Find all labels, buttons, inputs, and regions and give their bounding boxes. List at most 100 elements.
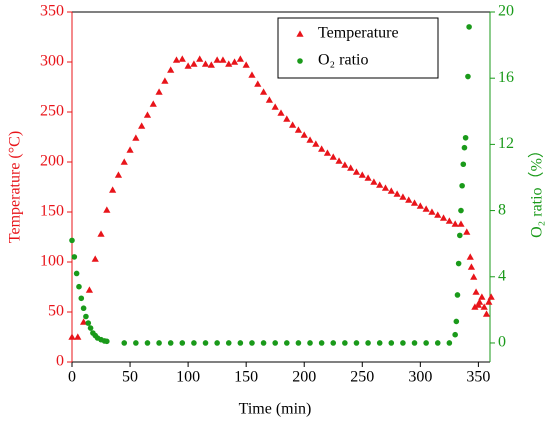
circle-marker <box>71 254 78 260</box>
circle-marker <box>465 73 471 80</box>
triangle-marker <box>167 66 175 73</box>
circle-marker <box>272 340 278 346</box>
circle-marker <box>307 340 313 346</box>
circle-marker <box>237 340 244 346</box>
circle-marker <box>457 232 463 239</box>
triangle-marker <box>422 205 430 212</box>
triangle-marker <box>364 174 372 181</box>
circle-marker <box>249 340 255 346</box>
circle-marker <box>260 340 267 346</box>
triangle-marker <box>475 298 484 305</box>
circle-marker <box>459 182 465 189</box>
circle-marker <box>454 292 461 298</box>
circle-marker <box>400 340 406 346</box>
triangle-marker <box>439 214 448 221</box>
x-tick-label: 100 <box>176 369 200 386</box>
triangle-marker <box>178 55 186 62</box>
triangle-marker <box>466 253 474 260</box>
triangle-marker <box>74 333 82 340</box>
triangle-marker <box>259 88 268 95</box>
y2-tick-label: 16 <box>498 69 514 86</box>
circle-marker <box>179 340 186 346</box>
triangle-marker <box>434 211 442 218</box>
triangle-marker <box>445 217 453 224</box>
triangle-marker <box>184 62 192 69</box>
triangle-marker <box>467 263 476 270</box>
triangle-marker <box>277 109 285 116</box>
y-tick-label: 0 <box>56 353 64 370</box>
circle-marker <box>167 340 174 346</box>
circle-marker <box>318 340 325 346</box>
y2-tick-label: 20 <box>498 3 514 20</box>
circle-marker <box>411 340 418 346</box>
circle-marker <box>225 340 232 346</box>
triangle-marker <box>296 30 304 37</box>
y-tick-label: 150 <box>40 203 64 220</box>
triangle-marker <box>242 61 250 68</box>
triangle-marker <box>457 220 465 227</box>
triangle-marker <box>190 60 198 67</box>
circle-marker <box>156 340 162 346</box>
y2-tick-label: 12 <box>498 135 514 152</box>
triangle-marker <box>478 293 486 300</box>
circle-marker <box>365 340 371 346</box>
legend-label: Temperature <box>318 25 399 42</box>
triangle-marker <box>487 293 495 300</box>
triangle-marker <box>387 187 395 194</box>
triangle-marker <box>219 56 227 63</box>
triangle-marker <box>347 164 355 171</box>
y2-axis-label: O₂ ratio（%） <box>528 142 546 238</box>
x-tick-label: 300 <box>408 369 432 386</box>
triangle-marker <box>236 55 244 62</box>
circle-marker <box>69 237 75 244</box>
circle-marker <box>73 270 80 277</box>
triangle-marker <box>80 318 88 325</box>
x-tick-label: 200 <box>292 369 316 386</box>
triangle-marker <box>91 255 99 262</box>
circle-marker <box>295 340 302 346</box>
y-tick-label: 100 <box>40 253 64 270</box>
triangle-marker <box>213 56 221 63</box>
triangle-marker <box>230 58 239 65</box>
triangle-marker <box>482 310 491 317</box>
circle-marker <box>455 260 462 267</box>
triangle-marker <box>155 88 163 95</box>
triangle-marker <box>341 161 349 168</box>
triangle-marker <box>294 126 303 133</box>
triangle-marker <box>381 184 390 191</box>
triangle-marker <box>85 286 94 293</box>
triangle-marker <box>254 80 262 87</box>
circle-marker <box>461 144 468 151</box>
triangle-marker <box>312 140 320 147</box>
triangle-marker <box>358 171 366 178</box>
triangle-marker <box>352 168 361 175</box>
triangle-marker <box>329 153 337 160</box>
triangle-marker <box>225 60 233 67</box>
triangle-marker <box>335 157 343 164</box>
circle-marker <box>458 207 464 214</box>
circle-marker <box>297 58 303 64</box>
circle-marker <box>452 331 458 338</box>
x-tick-label: 250 <box>350 369 374 386</box>
triangle-marker <box>114 171 123 178</box>
triangle-marker <box>68 333 76 340</box>
y2-tick-label: 8 <box>498 201 506 218</box>
circle-marker <box>462 134 469 141</box>
y-tick-label: 350 <box>40 3 64 20</box>
triangle-marker <box>416 202 424 209</box>
triangle-marker <box>300 131 308 138</box>
triangle-marker <box>161 77 169 84</box>
triangle-marker <box>323 149 332 156</box>
circle-marker <box>446 340 453 346</box>
triangle-marker <box>428 208 436 215</box>
x-tick-label: 350 <box>466 369 490 386</box>
x-tick-label: 50 <box>122 369 138 386</box>
circle-marker <box>342 340 348 346</box>
triangle-marker <box>248 71 256 78</box>
triangle-marker <box>410 199 419 206</box>
circle-marker <box>80 305 87 312</box>
circle-marker <box>191 340 197 346</box>
circle-marker <box>85 320 92 326</box>
triangle-marker <box>109 186 117 193</box>
circle-marker <box>353 340 360 346</box>
